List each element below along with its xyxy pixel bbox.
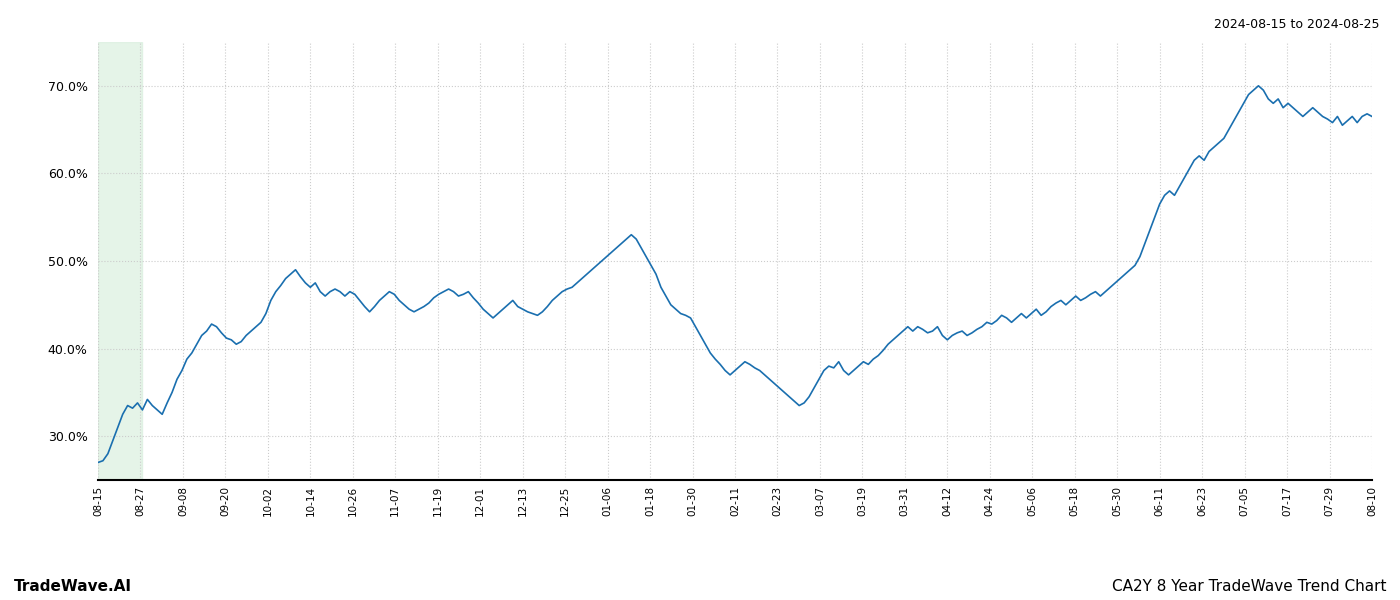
Text: 2024-08-15 to 2024-08-25: 2024-08-15 to 2024-08-25	[1214, 18, 1379, 31]
Text: TradeWave.AI: TradeWave.AI	[14, 579, 132, 594]
Bar	[98, 42, 143, 480]
Text: CA2Y 8 Year TradeWave Trend Chart: CA2Y 8 Year TradeWave Trend Chart	[1112, 579, 1386, 594]
